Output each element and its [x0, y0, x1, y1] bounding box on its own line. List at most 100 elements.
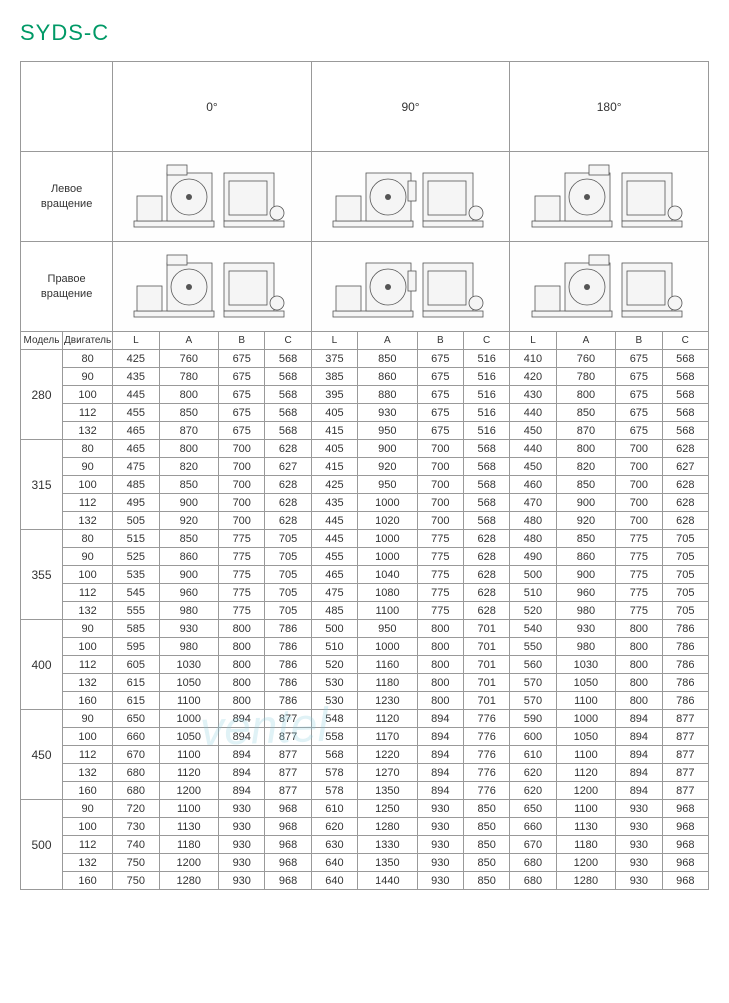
data-cell: 475 — [311, 584, 357, 602]
data-cell: 930 — [219, 872, 265, 890]
data-cell: 450 — [510, 422, 556, 440]
data-cell: 628 — [463, 548, 509, 566]
data-cell: 850 — [463, 800, 509, 818]
data-cell: 610 — [311, 800, 357, 818]
data-cell: 1030 — [159, 656, 219, 674]
data-cell: 786 — [662, 620, 708, 638]
data-cell: 920 — [358, 458, 418, 476]
data-cell: 465 — [113, 440, 159, 458]
data-cell: 1120 — [556, 764, 616, 782]
data-cell: 930 — [219, 854, 265, 872]
col-header-1-L: L — [311, 332, 357, 350]
data-cell: 894 — [219, 764, 265, 782]
data-cell: 1200 — [556, 782, 616, 800]
angle-0: 0° — [113, 62, 312, 152]
motor-cell: 90 — [63, 620, 113, 638]
data-cell: 568 — [265, 422, 311, 440]
data-cell: 900 — [159, 494, 219, 512]
data-cell: 786 — [265, 656, 311, 674]
diagram-right-1 — [311, 242, 510, 332]
data-cell: 675 — [417, 368, 463, 386]
data-cell: 505 — [113, 512, 159, 530]
data-cell: 1000 — [358, 494, 418, 512]
data-cell: 628 — [463, 530, 509, 548]
data-cell: 445 — [113, 386, 159, 404]
data-cell: 786 — [265, 620, 311, 638]
data-cell: 705 — [662, 566, 708, 584]
data-cell: 775 — [616, 530, 662, 548]
table-row: 90475820700627415920700568450820700627 — [21, 458, 709, 476]
data-cell: 620 — [510, 782, 556, 800]
data-cell: 627 — [662, 458, 708, 476]
data-cell: 550 — [510, 638, 556, 656]
data-cell: 700 — [219, 494, 265, 512]
diagram-right-0 — [113, 242, 312, 332]
data-cell: 968 — [265, 854, 311, 872]
angle-180: 180° — [510, 62, 709, 152]
data-cell: 1180 — [358, 674, 418, 692]
data-cell: 675 — [219, 404, 265, 422]
data-cell: 675 — [616, 386, 662, 404]
data-cell: 1100 — [159, 746, 219, 764]
data-cell: 1130 — [556, 818, 616, 836]
data-cell: 850 — [159, 476, 219, 494]
table-row: 5009072011009309686101250930850650110093… — [21, 800, 709, 818]
data-cell: 877 — [662, 710, 708, 728]
data-cell: 385 — [311, 368, 357, 386]
table-row: 1006601050894877558117089477660010508948… — [21, 728, 709, 746]
data-cell: 800 — [417, 674, 463, 692]
data-cell: 894 — [616, 746, 662, 764]
model-500: 500 — [21, 800, 63, 890]
table-row: 112455850675568405930675516440850675568 — [21, 404, 709, 422]
data-cell: 680 — [510, 872, 556, 890]
motor-cell: 100 — [63, 728, 113, 746]
data-cell: 705 — [662, 530, 708, 548]
data-cell: 1100 — [556, 746, 616, 764]
motor-cell: 132 — [63, 674, 113, 692]
data-cell: 490 — [510, 548, 556, 566]
motor-cell: 90 — [63, 368, 113, 386]
data-cell: 425 — [113, 350, 159, 368]
motor-cell: 112 — [63, 584, 113, 602]
data-cell: 1120 — [358, 710, 418, 728]
data-cell: 930 — [616, 800, 662, 818]
data-cell: 705 — [265, 584, 311, 602]
table-row: 100445800675568395880675516430800675568 — [21, 386, 709, 404]
table-row: 1327501200930968640135093085068012009309… — [21, 854, 709, 872]
data-cell: 740 — [113, 836, 159, 854]
data-cell: 930 — [219, 818, 265, 836]
data-cell: 568 — [265, 350, 311, 368]
data-cell: 570 — [510, 674, 556, 692]
data-cell: 980 — [556, 602, 616, 620]
data-cell: 675 — [219, 368, 265, 386]
motor-cell: 132 — [63, 602, 113, 620]
data-cell: 800 — [616, 620, 662, 638]
data-cell: 950 — [358, 620, 418, 638]
data-cell: 1280 — [556, 872, 616, 890]
data-cell: 968 — [662, 872, 708, 890]
col-header-0-L: L — [113, 332, 159, 350]
data-cell: 786 — [662, 674, 708, 692]
data-cell: 568 — [662, 386, 708, 404]
data-cell: 578 — [311, 782, 357, 800]
data-cell: 445 — [311, 530, 357, 548]
data-cell: 1180 — [556, 836, 616, 854]
data-cell: 500 — [311, 620, 357, 638]
data-cell: 628 — [662, 494, 708, 512]
data-cell: 545 — [113, 584, 159, 602]
data-cell: 894 — [219, 782, 265, 800]
col-header-0-A: A — [159, 332, 219, 350]
data-cell: 877 — [265, 710, 311, 728]
data-cell: 675 — [616, 404, 662, 422]
table-row: 100485850700628425950700568460850700628 — [21, 476, 709, 494]
col-header-0-C: C — [265, 332, 311, 350]
data-cell: 800 — [219, 692, 265, 710]
data-cell: 700 — [417, 494, 463, 512]
data-cell: 930 — [417, 872, 463, 890]
data-cell: 628 — [662, 440, 708, 458]
data-cell: 465 — [311, 566, 357, 584]
table-row: 132465870675568415950675516450870675568 — [21, 422, 709, 440]
data-cell: 800 — [556, 440, 616, 458]
data-cell: 820 — [159, 458, 219, 476]
motor-cell: 112 — [63, 494, 113, 512]
